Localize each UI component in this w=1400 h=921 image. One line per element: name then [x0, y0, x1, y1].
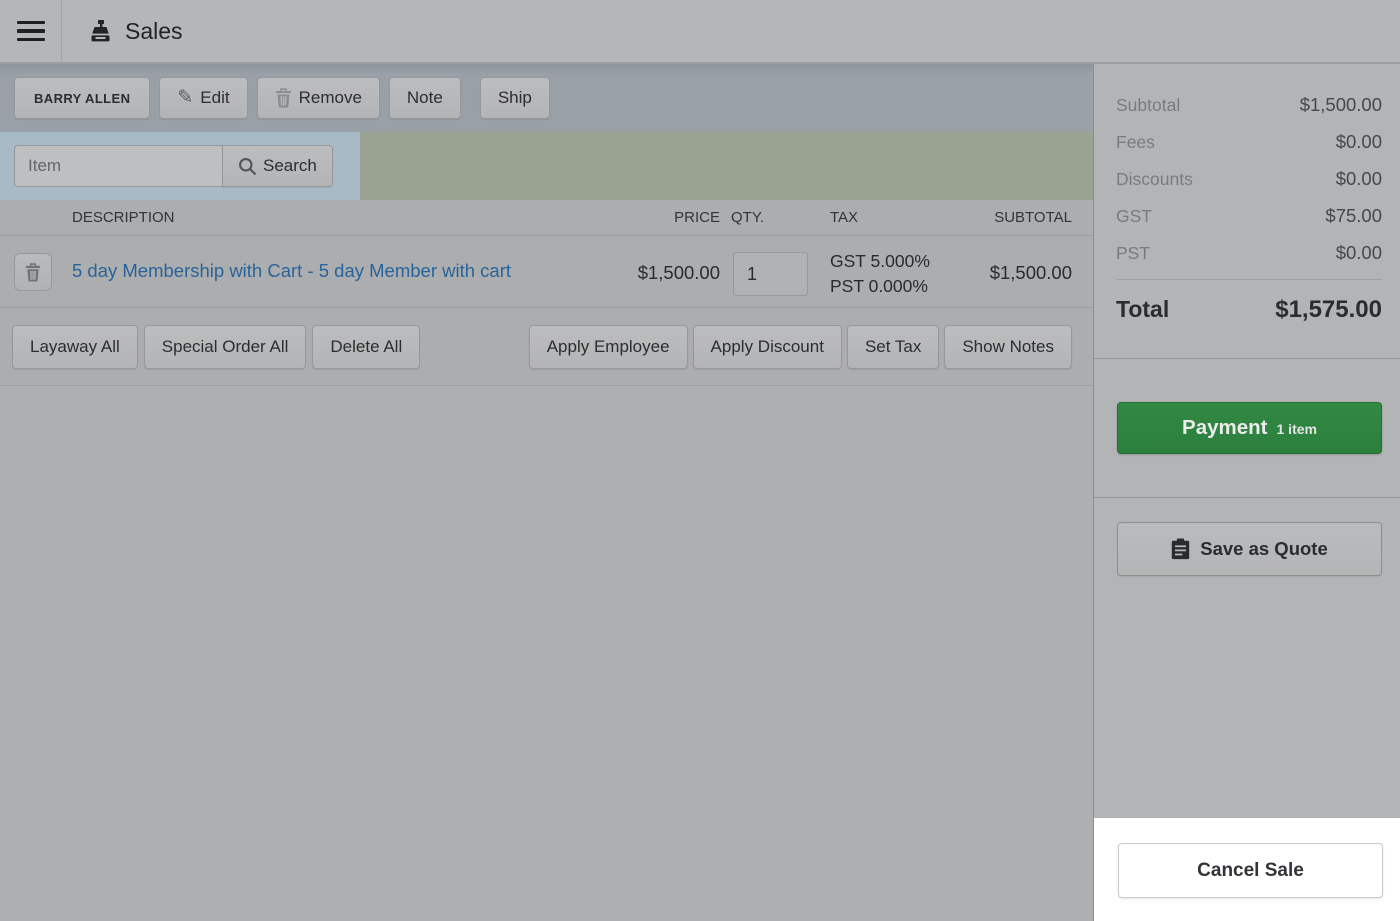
apply-employee-button[interactable]: Apply Employee: [528, 324, 688, 369]
sale-empty-area: [0, 386, 1093, 921]
clipboard-icon: [1171, 538, 1190, 560]
special-order-all-button[interactable]: Special Order All: [143, 324, 307, 369]
menu-bar: [16, 20, 45, 25]
note-button[interactable]: Note: [388, 77, 461, 119]
bulk-actions-bar: Layaway All Special Order All Delete All…: [0, 308, 1093, 386]
totals-sidebar: Subtotal $1,500.00 Fees $0.00 Discounts …: [1093, 64, 1400, 921]
layaway-all-button[interactable]: Layaway All: [12, 324, 138, 369]
fees-label: Fees: [1116, 132, 1155, 152]
search-row: Search: [0, 132, 1093, 200]
gst-label: GST: [1116, 206, 1152, 226]
app-title: Sales: [88, 18, 183, 45]
line-item-description-link[interactable]: 5 day Membership with Cart - 5 day Membe…: [72, 260, 512, 281]
pst-value: $0.00: [1335, 242, 1382, 263]
pst-label: PST: [1116, 243, 1151, 263]
totals-summary: Subtotal $1,500.00 Fees $0.00 Discounts …: [1094, 64, 1400, 358]
trash-icon: [25, 262, 41, 282]
totals-row-discounts: Discounts $0.00: [1116, 168, 1382, 190]
totals-row-subtotal: Subtotal $1,500.00: [1116, 94, 1382, 116]
column-price: PRICE: [674, 209, 720, 226]
quantity-input[interactable]: [733, 252, 808, 296]
apply-discount-button[interactable]: Apply Discount: [692, 324, 842, 369]
bulk-actions-right: Apply Employee Apply Discount Set Tax Sh…: [528, 324, 1072, 369]
table-row: 5 day Membership with Cart - 5 day Membe…: [0, 236, 1093, 308]
search-label: Search: [263, 156, 317, 175]
set-tax-button[interactable]: Set Tax: [846, 324, 940, 369]
quote-section: Save as Quote: [1094, 498, 1400, 576]
sidebar-spacer: [1094, 576, 1400, 818]
tax-gst: GST 5.000%: [830, 251, 930, 271]
trash-icon: [275, 88, 292, 108]
column-subtotal: SUBTOTAL: [994, 209, 1072, 226]
column-tax: TAX: [830, 209, 859, 226]
total-value: $1,575.00: [1275, 296, 1382, 323]
menu-bar: [16, 29, 45, 33]
pencil-icon: ✎: [177, 86, 194, 108]
remove-customer-button[interactable]: Remove: [256, 77, 380, 119]
line-items-header: DESCRIPTION PRICE QTY. TAX SUBTOTAL: [0, 200, 1093, 236]
search-button[interactable]: Search: [222, 145, 333, 187]
customer-button[interactable]: BARRY ALLEN: [14, 77, 151, 119]
bulk-actions-left: Layaway All Special Order All Delete All: [12, 324, 421, 369]
total-row: Total $1,575.00: [1116, 296, 1382, 324]
subtotal-value: $1,500.00: [1299, 94, 1382, 115]
top-bar: Sales: [0, 0, 1400, 64]
delete-all-button[interactable]: Delete All: [312, 324, 421, 369]
ship-button[interactable]: Ship: [479, 77, 550, 119]
menu-bar: [16, 37, 45, 42]
line-item-subtotal: $1,500.00: [989, 262, 1072, 283]
delete-line-item-button[interactable]: [14, 253, 52, 291]
cancel-sale-highlight: Cancel Sale: [1094, 818, 1400, 921]
search-icon: [238, 157, 257, 176]
customer-toolbar: BARRY ALLEN ✎ Edit Remove Note: [0, 64, 1093, 132]
item-search-input[interactable]: [14, 145, 222, 187]
payment-section: Payment 1 item: [1094, 359, 1400, 497]
page-title: Sales: [125, 17, 183, 44]
column-qty: QTY.: [731, 209, 765, 226]
payment-item-count: 1 item: [1276, 421, 1317, 437]
item-search-panel: Search: [0, 132, 360, 200]
cash-register-icon: [88, 19, 113, 43]
totals-divider: [1116, 279, 1382, 280]
menu-icon[interactable]: [0, 0, 62, 62]
fees-value: $0.00: [1335, 131, 1382, 152]
line-item-tax: GST 5.000% PST 0.000%: [830, 249, 930, 299]
sidebar-divider: [1094, 358, 1400, 359]
discounts-value: $0.00: [1335, 168, 1382, 189]
tax-pst: PST 0.000%: [830, 276, 928, 296]
line-item-price: $1,500.00: [637, 262, 720, 283]
save-as-quote-button[interactable]: Save as Quote: [1117, 522, 1382, 576]
save-as-quote-label: Save as Quote: [1200, 538, 1328, 559]
payment-button[interactable]: Payment 1 item: [1117, 402, 1382, 454]
column-description: DESCRIPTION: [72, 209, 175, 226]
totals-row-gst: GST $75.00: [1116, 205, 1382, 227]
total-label: Total: [1116, 296, 1170, 322]
cancel-sale-button[interactable]: Cancel Sale: [1118, 843, 1383, 898]
sidebar-divider: [1094, 497, 1400, 498]
subtotal-label: Subtotal: [1116, 95, 1181, 115]
discounts-label: Discounts: [1116, 169, 1193, 189]
totals-row-fees: Fees $0.00: [1116, 131, 1382, 153]
show-notes-button[interactable]: Show Notes: [944, 324, 1072, 369]
sale-main: BARRY ALLEN ✎ Edit Remove Note: [0, 64, 1093, 921]
gst-value: $75.00: [1325, 205, 1382, 226]
edit-customer-button[interactable]: ✎ Edit: [159, 77, 248, 119]
totals-row-pst: PST $0.00: [1116, 242, 1382, 264]
remove-label: Remove: [298, 88, 362, 107]
payment-label: Payment: [1182, 416, 1268, 439]
edit-label: Edit: [200, 88, 230, 107]
